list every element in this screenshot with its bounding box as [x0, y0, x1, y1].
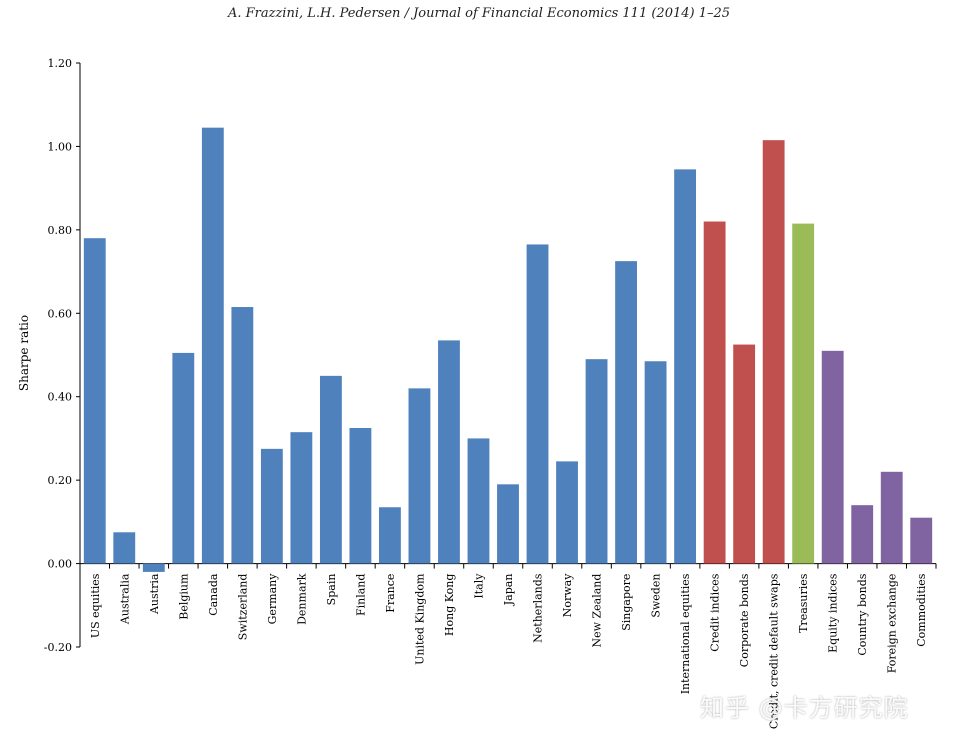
x-tick-label: Denmark: [295, 573, 308, 625]
watermark: 知乎 @卡方研究院: [700, 694, 909, 722]
bar-commodities: [910, 517, 933, 564]
x-tick-label: Commodities: [915, 573, 928, 647]
x-tick-label: International equities: [679, 573, 692, 694]
x-tick-label: US equities: [89, 573, 102, 638]
bar-new-zealand: [585, 359, 608, 564]
x-tick-label: Finland: [354, 574, 367, 616]
y-tick-label: 0.40: [48, 391, 73, 404]
x-tick-label: Netherlands: [532, 573, 545, 643]
x-tick-label: Italy: [472, 573, 485, 599]
y-tick-label: 1.20: [48, 57, 73, 70]
bar-canada: [201, 127, 224, 564]
x-tick-label: Spain: [325, 574, 338, 606]
bar-norway: [556, 461, 578, 564]
x-tick-label: Treasuries: [797, 573, 810, 633]
bar-finland: [349, 428, 372, 564]
bar-france: [379, 507, 401, 564]
x-tick-label: Canada: [207, 573, 220, 616]
bar-foreign-exchange: [880, 471, 903, 564]
bar-germany: [260, 448, 283, 564]
bar-denmark: [290, 432, 313, 564]
x-tick-label: United Kingdom: [413, 573, 426, 665]
x-tick-label: Japan: [502, 574, 515, 607]
x-tick-label: Hong Kong: [443, 574, 456, 637]
bar-spain: [319, 375, 342, 564]
bar-australia: [113, 532, 136, 564]
bar-switzerland: [231, 307, 254, 564]
x-tick-label: New Zealand: [591, 574, 604, 648]
bar-japan: [497, 484, 519, 564]
y-axis-title: Sharpe ratio: [17, 315, 31, 391]
bar-united-kingdom: [408, 388, 431, 564]
x-tick-label: Sweden: [650, 574, 663, 618]
x-tick-label: Australia: [118, 573, 131, 625]
bar-hong-kong: [438, 340, 460, 564]
bar-credit-indices: [703, 221, 726, 564]
bar-country-bonds: [851, 505, 874, 564]
x-tick-label: Norway: [561, 573, 574, 617]
x-tick-label: Germany: [266, 573, 279, 625]
bar-us-equities: [83, 238, 106, 564]
x-tick-label: Foreign exchange: [886, 574, 899, 674]
x-tick-label: Credit indices: [709, 573, 722, 651]
x-tick-label: Corporate bonds: [738, 573, 751, 667]
bar-italy: [467, 438, 490, 564]
bar-corporate-bonds: [733, 344, 756, 564]
x-tick-label: Austria: [148, 573, 161, 615]
y-tick-label: -0.20: [44, 641, 72, 654]
y-tick-label: 0.60: [48, 307, 73, 320]
x-tick-label: Country bonds: [856, 573, 869, 655]
bar-international-equities: [674, 169, 697, 564]
citation-header: A. Frazzini, L.H. Pedersen / Journal of …: [227, 6, 731, 21]
x-tick-label: Credit, credit default swaps: [768, 573, 781, 729]
x-tick-label: Singapore: [620, 574, 633, 631]
y-tick-label: 0.00: [48, 558, 73, 571]
plot-area: -0.20 0.00 0.20 0.40 0.60 0.80 1.00 1.20 Sharpe …: [17, 57, 937, 729]
bar-sweden: [644, 361, 667, 564]
x-tick-label: France: [384, 574, 397, 613]
y-tick-label: 0.80: [48, 224, 73, 237]
x-tick-label: Switzerland: [236, 574, 249, 641]
bar-austria: [142, 563, 165, 572]
bar-equity-indices: [821, 350, 844, 564]
bar-treasuries: [792, 223, 815, 564]
bar-credit-credit-default-swaps: [762, 140, 785, 564]
x-tick-label: Equity indices: [827, 573, 840, 653]
bar-singapore: [615, 261, 637, 564]
y-tick-label: 0.20: [48, 474, 73, 487]
x-tick-label: Belgium: [177, 573, 190, 620]
y-tick-label: 1.00: [48, 140, 73, 153]
bar-belgium: [172, 352, 195, 564]
bar-netherlands: [526, 244, 549, 564]
